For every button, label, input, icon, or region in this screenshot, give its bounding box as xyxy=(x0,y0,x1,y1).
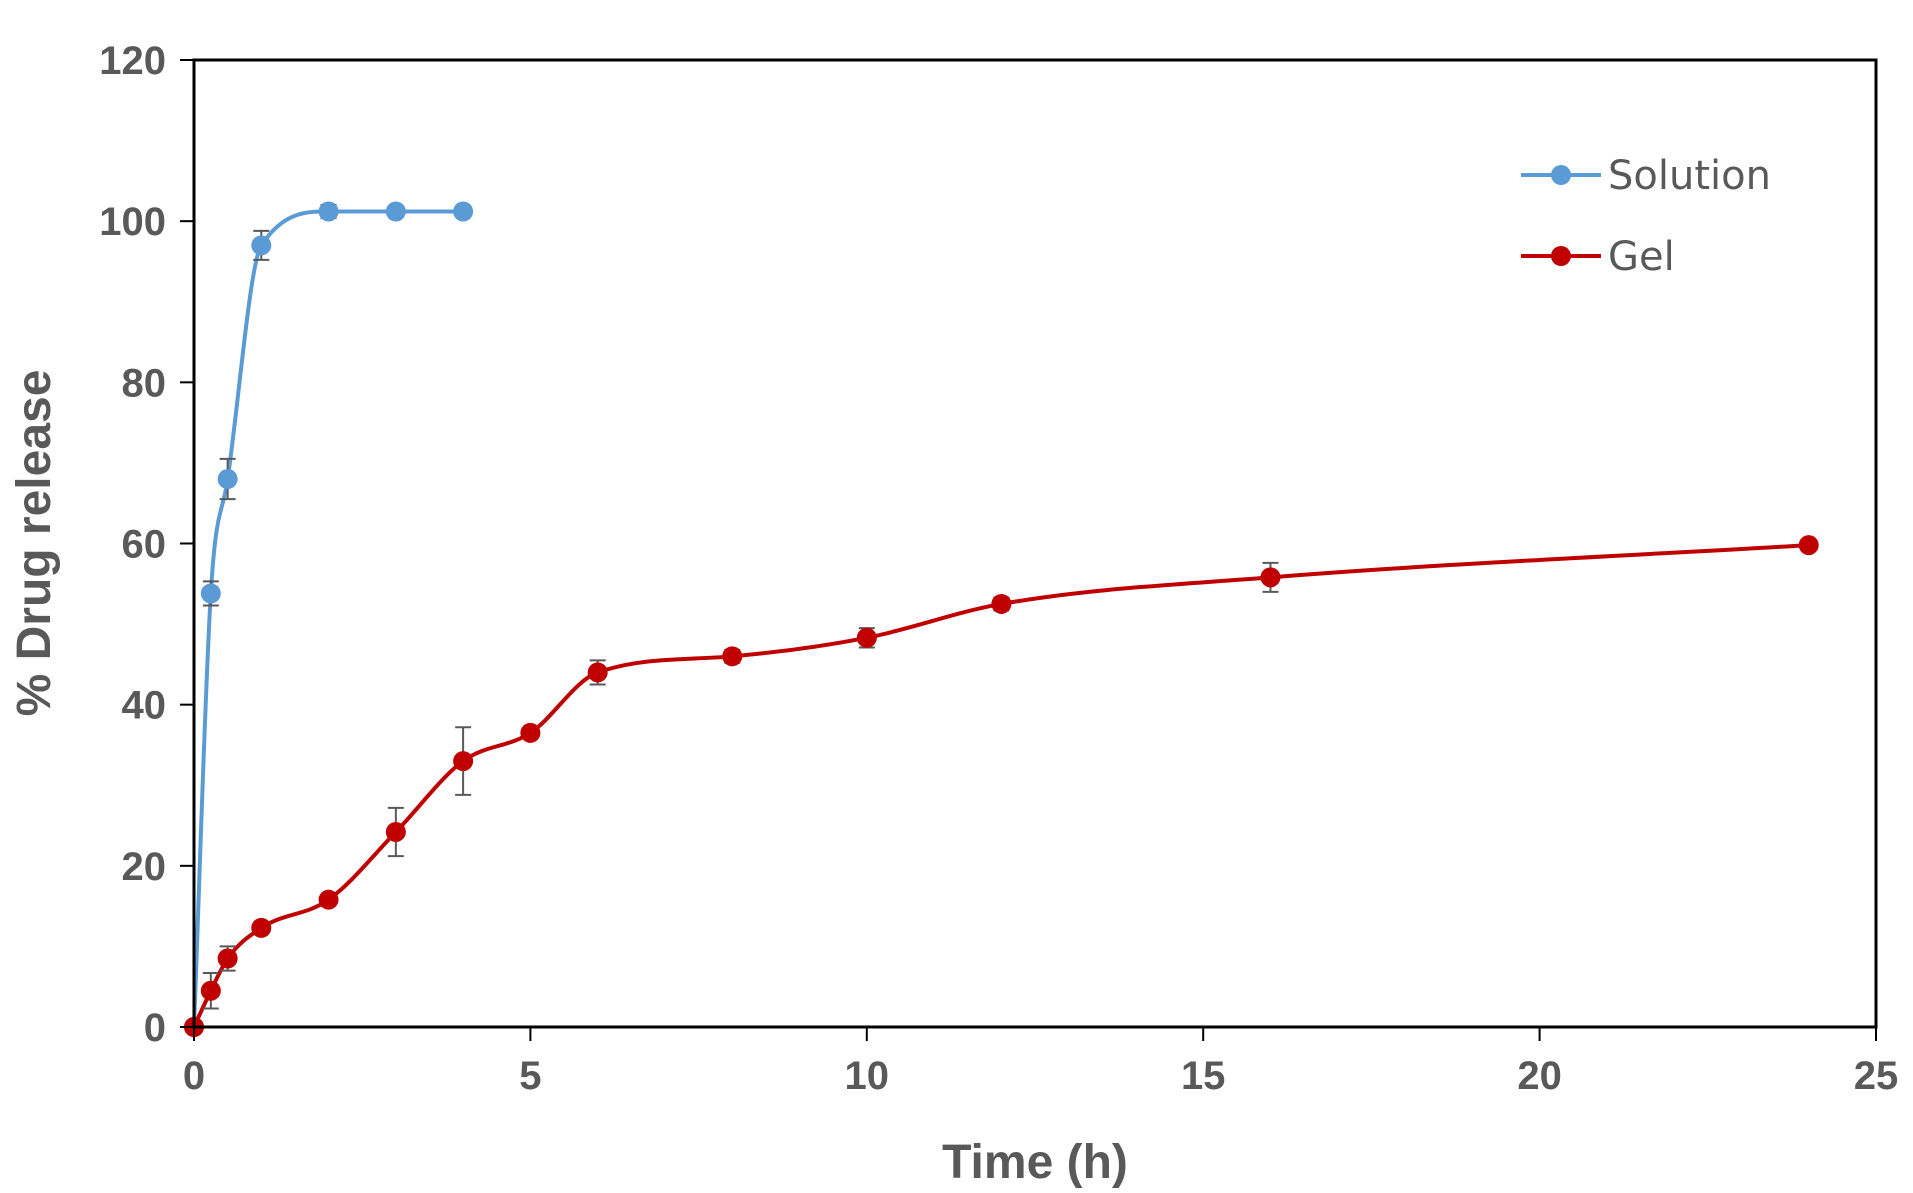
y-tick-label: 120 xyxy=(99,39,166,83)
solution-series xyxy=(184,201,474,1037)
gel-point xyxy=(251,917,272,938)
x-tick-label: 10 xyxy=(845,1054,890,1098)
gel-point xyxy=(200,980,221,1001)
gel-point xyxy=(991,593,1012,614)
gel-point xyxy=(722,646,743,667)
legend-solution-marker xyxy=(1551,165,1571,185)
gel-series xyxy=(184,535,1819,1037)
legend-gel-label: Gel xyxy=(1608,234,1675,280)
solution-point xyxy=(453,201,474,222)
gel-point xyxy=(520,722,541,743)
x-tick-label: 0 xyxy=(183,1054,205,1098)
gel-point xyxy=(856,627,877,648)
legend-gel-marker xyxy=(1551,246,1571,266)
y-axis-title: % Drug release xyxy=(8,370,61,717)
gel-point xyxy=(1798,535,1819,556)
y-tick-label: 20 xyxy=(122,845,167,889)
gel-point xyxy=(1260,567,1281,588)
gel-point xyxy=(453,751,474,772)
x-tick-label: 25 xyxy=(1854,1054,1899,1098)
y-tick-label: 40 xyxy=(122,684,167,728)
solution-point xyxy=(217,469,238,490)
solution-point xyxy=(251,235,272,256)
x-tick-label: 20 xyxy=(1517,1054,1562,1098)
solution-point xyxy=(318,201,339,222)
plot-area xyxy=(184,201,1819,1037)
solution-line xyxy=(192,209,464,1028)
x-axis-title: Time (h) xyxy=(942,1136,1128,1189)
solution-point xyxy=(385,201,406,222)
gel-point xyxy=(217,948,238,969)
plot-frame xyxy=(192,58,1878,1029)
legend-solution-label: Solution xyxy=(1608,153,1771,199)
y-tick-label: 0 xyxy=(144,1006,166,1050)
axis-ticks: 0 5 10 15 20 25 0 20 40 60 80 100 120 xyxy=(99,39,1898,1098)
solution-point xyxy=(200,583,221,604)
x-tick-label: 5 xyxy=(519,1054,541,1098)
gel-point xyxy=(587,662,608,683)
gel-point xyxy=(385,821,406,842)
gel-point xyxy=(318,889,339,910)
x-tick-label: 15 xyxy=(1181,1054,1226,1098)
legend: Solution Gel xyxy=(1521,153,1771,280)
y-tick-label: 80 xyxy=(122,361,167,405)
y-tick-label: 60 xyxy=(122,523,167,567)
gel-line xyxy=(192,543,1809,1028)
y-tick-label: 100 xyxy=(99,200,166,244)
